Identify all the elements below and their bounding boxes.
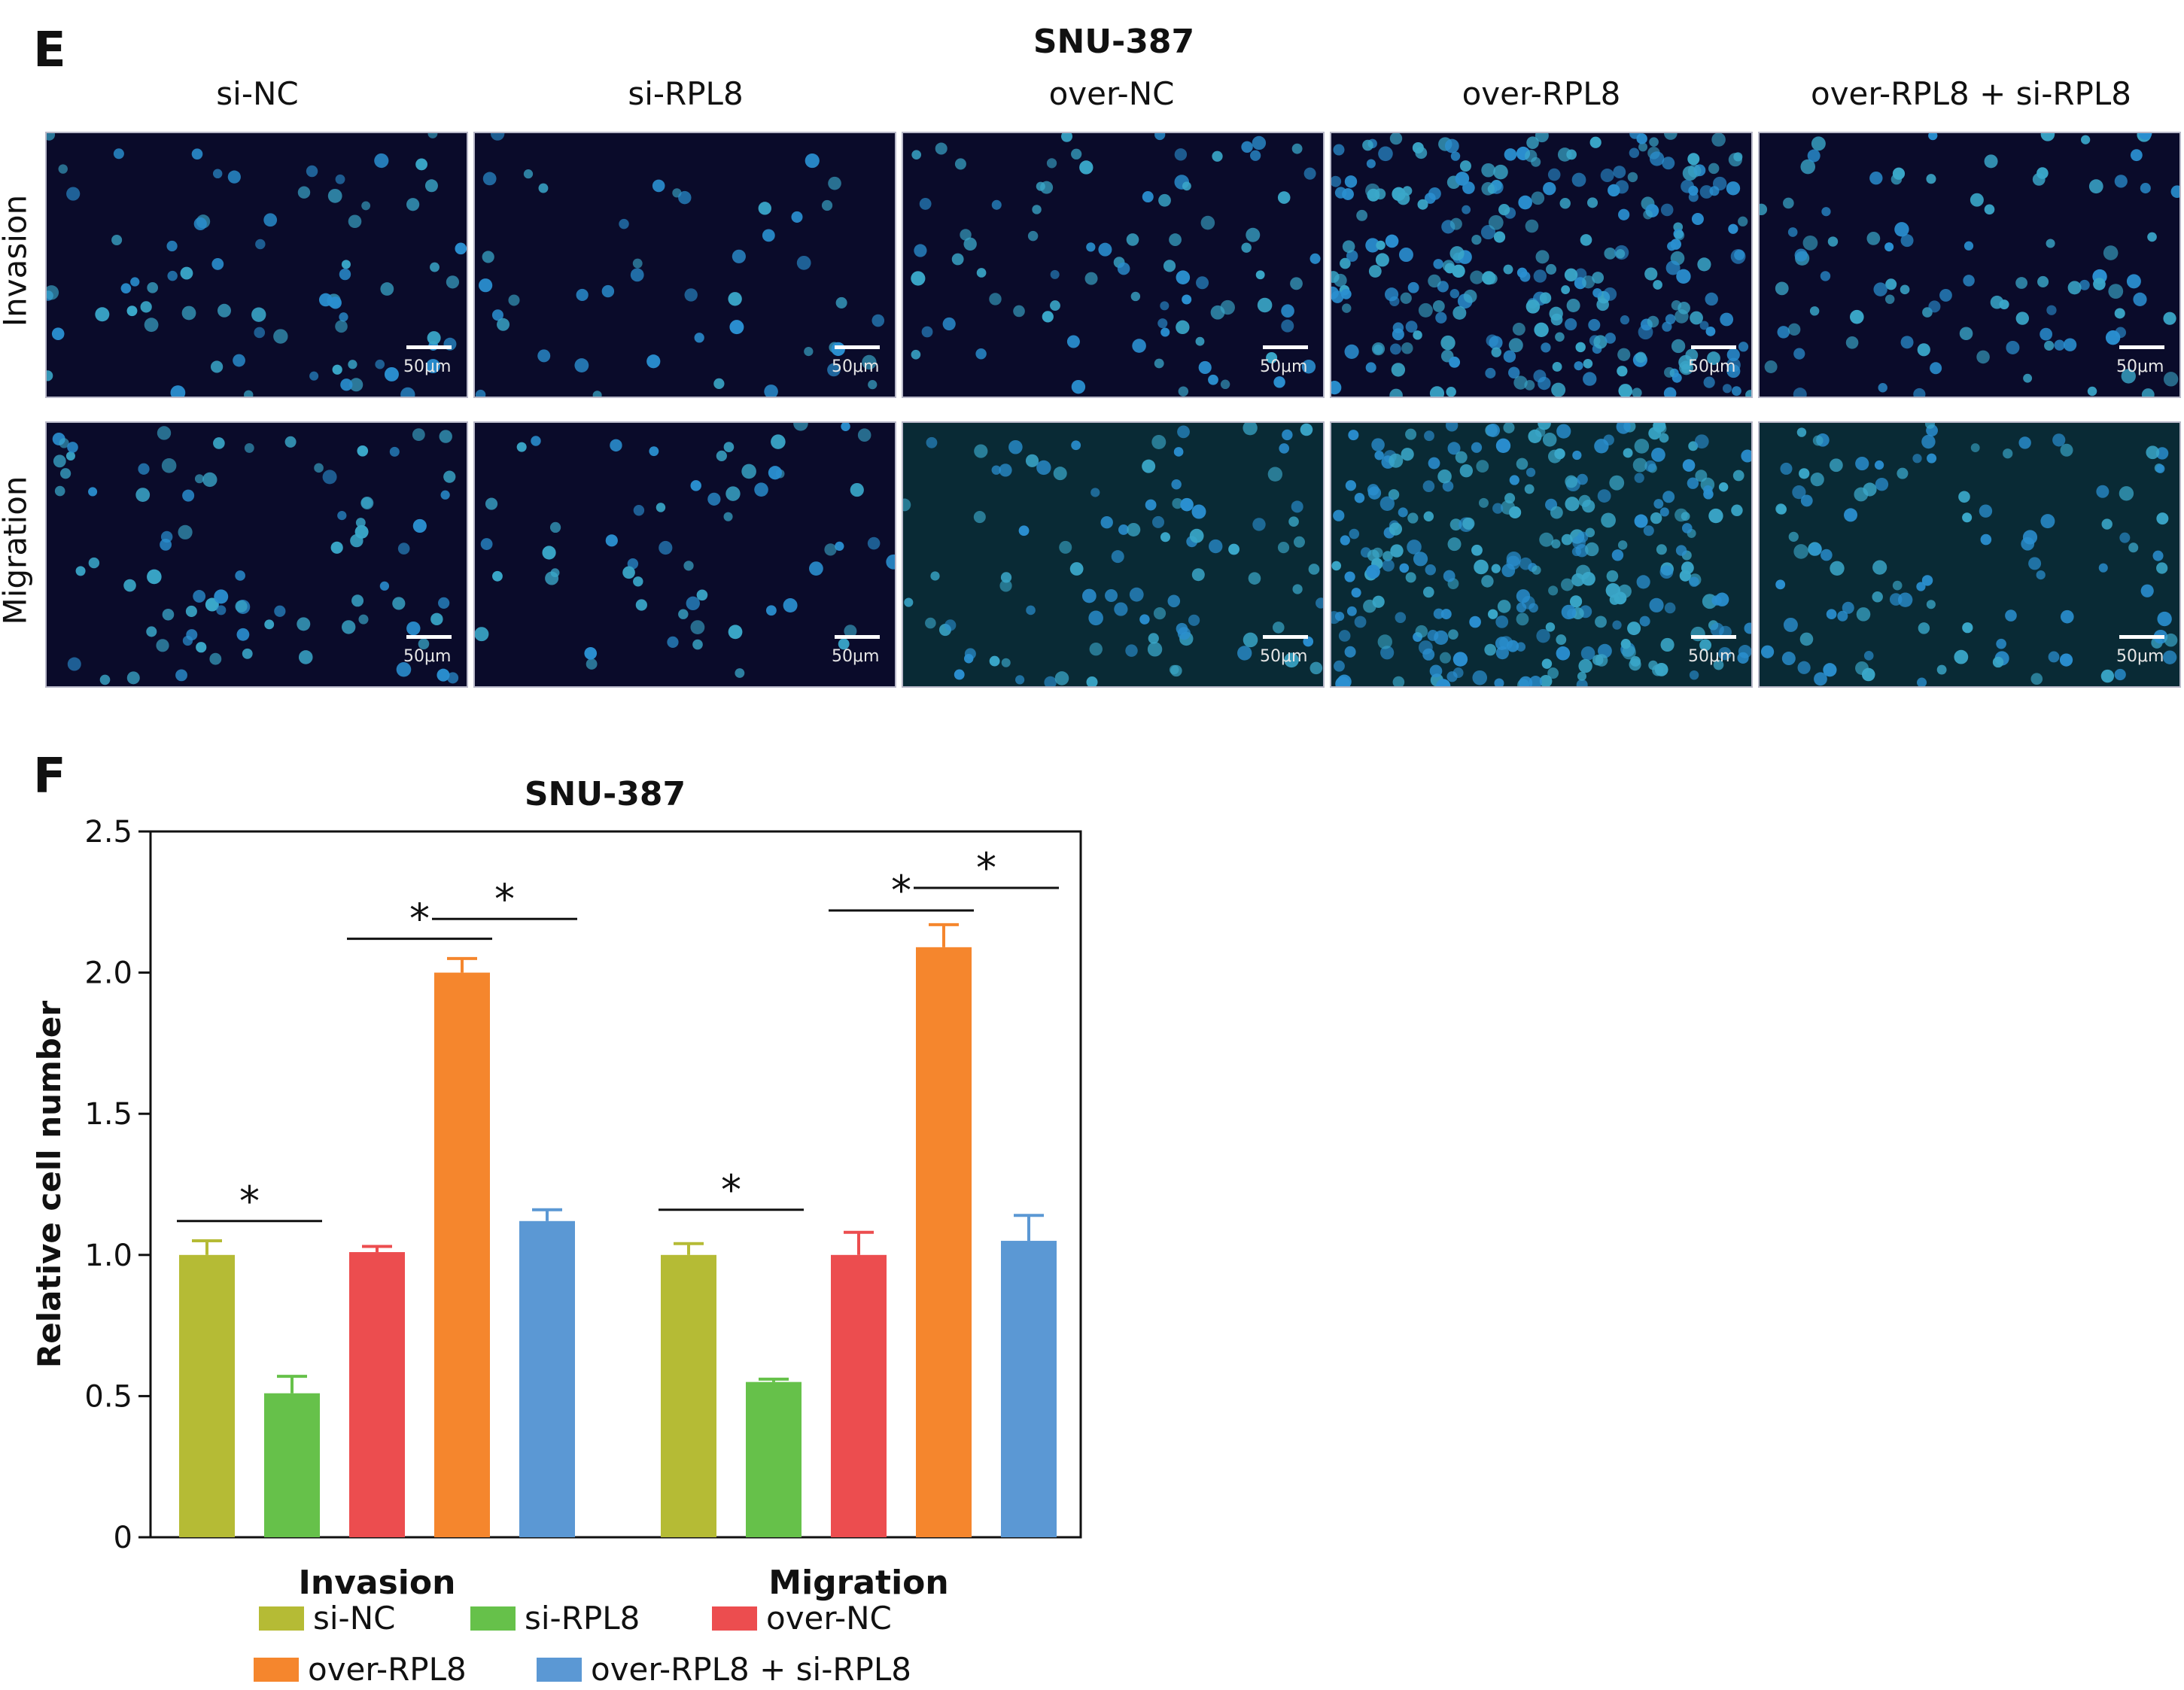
- bar-invasion-3: [349, 1252, 405, 1537]
- legend-swatch-si-nc: [259, 1606, 304, 1631]
- micrograph-invasion-2: 50μm: [473, 132, 896, 398]
- scale-label: 50μm: [1688, 357, 1736, 376]
- scale-label: 50μm: [832, 357, 880, 376]
- significance-mark: *: [721, 1166, 741, 1214]
- bar-migration-2: [746, 1381, 802, 1537]
- col-label-over-rpl8: over-RPL8: [1462, 75, 1621, 112]
- bar-chart: 0 0.5 1.0 1.5 2.0 2.5 Relative cell number Inva…: [31, 815, 1082, 1602]
- bar-invasion-1: [179, 1254, 235, 1537]
- scale-bar: [1691, 635, 1736, 639]
- legend-swatch-over-nc: [712, 1606, 757, 1631]
- legend-label-si-rpl8: si-RPL8: [525, 1600, 640, 1637]
- bar-invasion-2: [264, 1393, 320, 1537]
- scale-bar: [2119, 635, 2164, 639]
- significance-mark: *: [494, 875, 515, 923]
- scale-label: 50μm: [1260, 647, 1308, 666]
- legend-label-over-rpl8: over-RPL8: [308, 1651, 467, 1688]
- x-category-label: Invasion: [299, 1564, 456, 1602]
- panel-f-letter: F: [33, 749, 66, 804]
- scale-label: 50μm: [2116, 357, 2164, 376]
- scale-bar: [1263, 345, 1308, 349]
- scale-label: 50μm: [2116, 647, 2164, 666]
- micrograph-migration-3: 50μm: [902, 421, 1325, 688]
- row-label-invasion: Invasion: [0, 194, 34, 327]
- y-tick-label: 0: [114, 1521, 132, 1555]
- scale-label: 50μm: [403, 647, 452, 666]
- scale-label: 50μm: [403, 357, 452, 376]
- legend-swatch-over-rpl8-si-rpl8: [537, 1657, 582, 1682]
- scale-label: 50μm: [1260, 357, 1308, 376]
- legend-swatch-si-rpl8: [470, 1606, 516, 1631]
- legend-item-over-nc: over-NC: [712, 1600, 892, 1637]
- y-tick-label: 2.0: [84, 956, 132, 991]
- row-label-migration: Migration: [0, 476, 34, 625]
- bar-invasion-5: [519, 1220, 575, 1537]
- y-tick-label: 0.5: [84, 1379, 132, 1414]
- y-tick-label: 2.5: [84, 815, 132, 850]
- legend-item-over-rpl8-si-rpl8: over-RPL8 + si-RPL8: [537, 1651, 911, 1688]
- bar-migration-4: [916, 947, 972, 1537]
- bar-invasion-4: [434, 972, 490, 1537]
- significance-mark: *: [891, 867, 911, 914]
- scale-bar: [2119, 345, 2164, 349]
- bar-migration-1: [661, 1254, 716, 1537]
- micrograph-invasion-5: 50μm: [1758, 132, 2181, 398]
- bar-migration-3: [831, 1254, 887, 1537]
- plot-frame: [149, 830, 1082, 1539]
- micrograph-migration-5: 50μm: [1758, 421, 2181, 688]
- micrograph-invasion-4: 50μm: [1330, 132, 1753, 398]
- y-tick-label: 1.5: [84, 1097, 132, 1132]
- bar-migration-5: [1001, 1241, 1057, 1537]
- col-label-si-rpl8: si-RPL8: [628, 75, 744, 112]
- panel-e-letter: E: [33, 23, 66, 78]
- chart-title: SNU-387: [524, 775, 686, 813]
- micrograph-invasion-3: 50μm: [902, 132, 1325, 398]
- micrograph-invasion-1: 50μm: [45, 132, 468, 398]
- legend-item-si-rpl8: si-RPL8: [470, 1600, 640, 1637]
- significance-mark: *: [409, 895, 430, 943]
- legend-label-si-nc: si-NC: [313, 1600, 396, 1637]
- scale-bar: [835, 635, 880, 639]
- scale-bar: [835, 345, 880, 349]
- col-label-si-nc: si-NC: [216, 75, 299, 112]
- col-label-over-nc: over-NC: [1048, 75, 1175, 112]
- legend-label-over-rpl8-si-rpl8: over-RPL8 + si-RPL8: [591, 1651, 911, 1688]
- scale-bar: [1263, 635, 1308, 639]
- legend-item-si-nc: si-NC: [259, 1600, 395, 1637]
- significance-mark: *: [239, 1178, 260, 1225]
- scale-bar: [406, 635, 452, 639]
- scale-bar: [406, 345, 452, 349]
- y-axis-label: Relative cell number: [31, 1001, 68, 1368]
- micrograph-migration-4: 50μm: [1330, 421, 1753, 688]
- scale-label: 50μm: [1688, 647, 1736, 666]
- y-tick-label: 1.0: [84, 1239, 132, 1273]
- legend-label-over-nc: over-NC: [766, 1600, 892, 1637]
- micrograph-migration-2: 50μm: [473, 421, 896, 688]
- legend-swatch-over-rpl8: [254, 1657, 299, 1682]
- micrograph-migration-1: 50μm: [45, 421, 468, 688]
- scale-label: 50μm: [832, 647, 880, 666]
- legend-item-over-rpl8: over-RPL8: [254, 1651, 467, 1688]
- chart-legend: si-NC si-RPL8 over-NC over-RPL8 over-RPL…: [30, 1600, 1084, 1690]
- significance-mark: *: [976, 844, 996, 892]
- col-label-over-rpl8-si-rpl8: over-RPL8 + si-RPL8: [1811, 75, 2131, 112]
- scale-bar: [1691, 345, 1736, 349]
- x-category-label: Migration: [768, 1564, 948, 1602]
- panel-e-title: SNU-387: [1033, 23, 1195, 61]
